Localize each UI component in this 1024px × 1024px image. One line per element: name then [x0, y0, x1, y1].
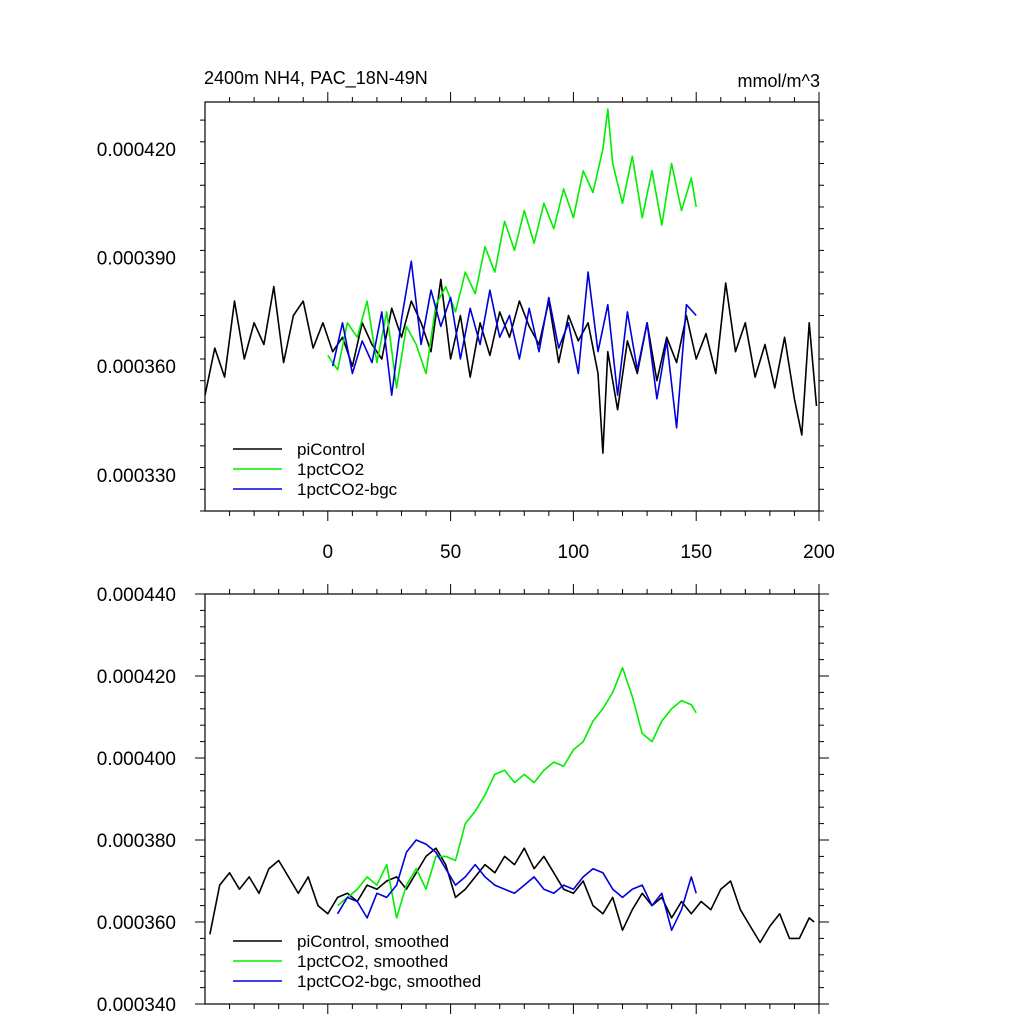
- bottom-y-tick-labels: 0.000340 0.000360 0.000380 0.000400 0.000420…: [97, 585, 176, 1016]
- y-tick-label: 0.000380: [97, 831, 176, 852]
- x-tick-label: 200: [803, 542, 835, 563]
- y-tick-label: 0.000390: [97, 249, 176, 270]
- legend-label: 1pctCO2, smoothed: [297, 952, 448, 971]
- bottom-panel: 0.000340 0.000360 0.000380 0.000400 0.000420…: [97, 584, 829, 1016]
- top-title: 2400m NH4, PAC_18N-49N: [204, 68, 428, 89]
- legend-label: 1pctCO2: [297, 460, 364, 479]
- top-units-label: mmol/m^3: [738, 71, 820, 91]
- bottom-plot-frame: [204, 593, 820, 1005]
- series-line-picontrol: [204, 278, 818, 454]
- series-line-1pctco2-smoothed: [337, 666, 697, 919]
- top-panel: 2400m NH4, PAC_18N-49N mmol/m^3 0 50 100 15…: [97, 68, 835, 563]
- x-tick-label: 150: [680, 542, 712, 563]
- x-tick-label: 0: [323, 542, 334, 563]
- legend-label: 1pctCO2-bgc: [297, 480, 398, 499]
- y-tick-label: 0.000420: [97, 667, 176, 688]
- y-tick-label: 0.000420: [97, 140, 176, 161]
- series-line-1pctco2: [327, 108, 697, 389]
- legend-label: piControl: [297, 440, 365, 459]
- y-tick-label: 0.000360: [97, 913, 176, 934]
- legend-label: piControl, smoothed: [297, 932, 449, 951]
- bottom-series: [209, 666, 815, 944]
- series-line-picontrol-smoothed: [209, 847, 815, 944]
- x-tick-label: 50: [440, 542, 461, 563]
- y-tick-label: 0.000340: [97, 995, 176, 1016]
- y-tick-label: 0.000330: [97, 466, 176, 487]
- top-plot-frame: [204, 101, 820, 512]
- bottom-tick-marks: [195, 584, 829, 1014]
- series-line-1pctco2-bgc: [331, 260, 697, 429]
- top-y-tick-labels: 0.000330 0.000360 0.000390 0.000420: [97, 140, 176, 487]
- top-series: [204, 108, 818, 454]
- top-tick-marks: [200, 92, 824, 521]
- series-line-1pctco2-bgc-smoothed: [336, 839, 697, 932]
- y-tick-label: 0.000440: [97, 585, 176, 606]
- legend-label: 1pctCO2-bgc, smoothed: [297, 972, 481, 991]
- top-x-tick-labels: 0 50 100 150 200: [323, 542, 835, 563]
- x-tick-label: 100: [558, 542, 590, 563]
- y-tick-label: 0.000400: [97, 749, 176, 770]
- y-tick-label: 0.000360: [97, 357, 176, 378]
